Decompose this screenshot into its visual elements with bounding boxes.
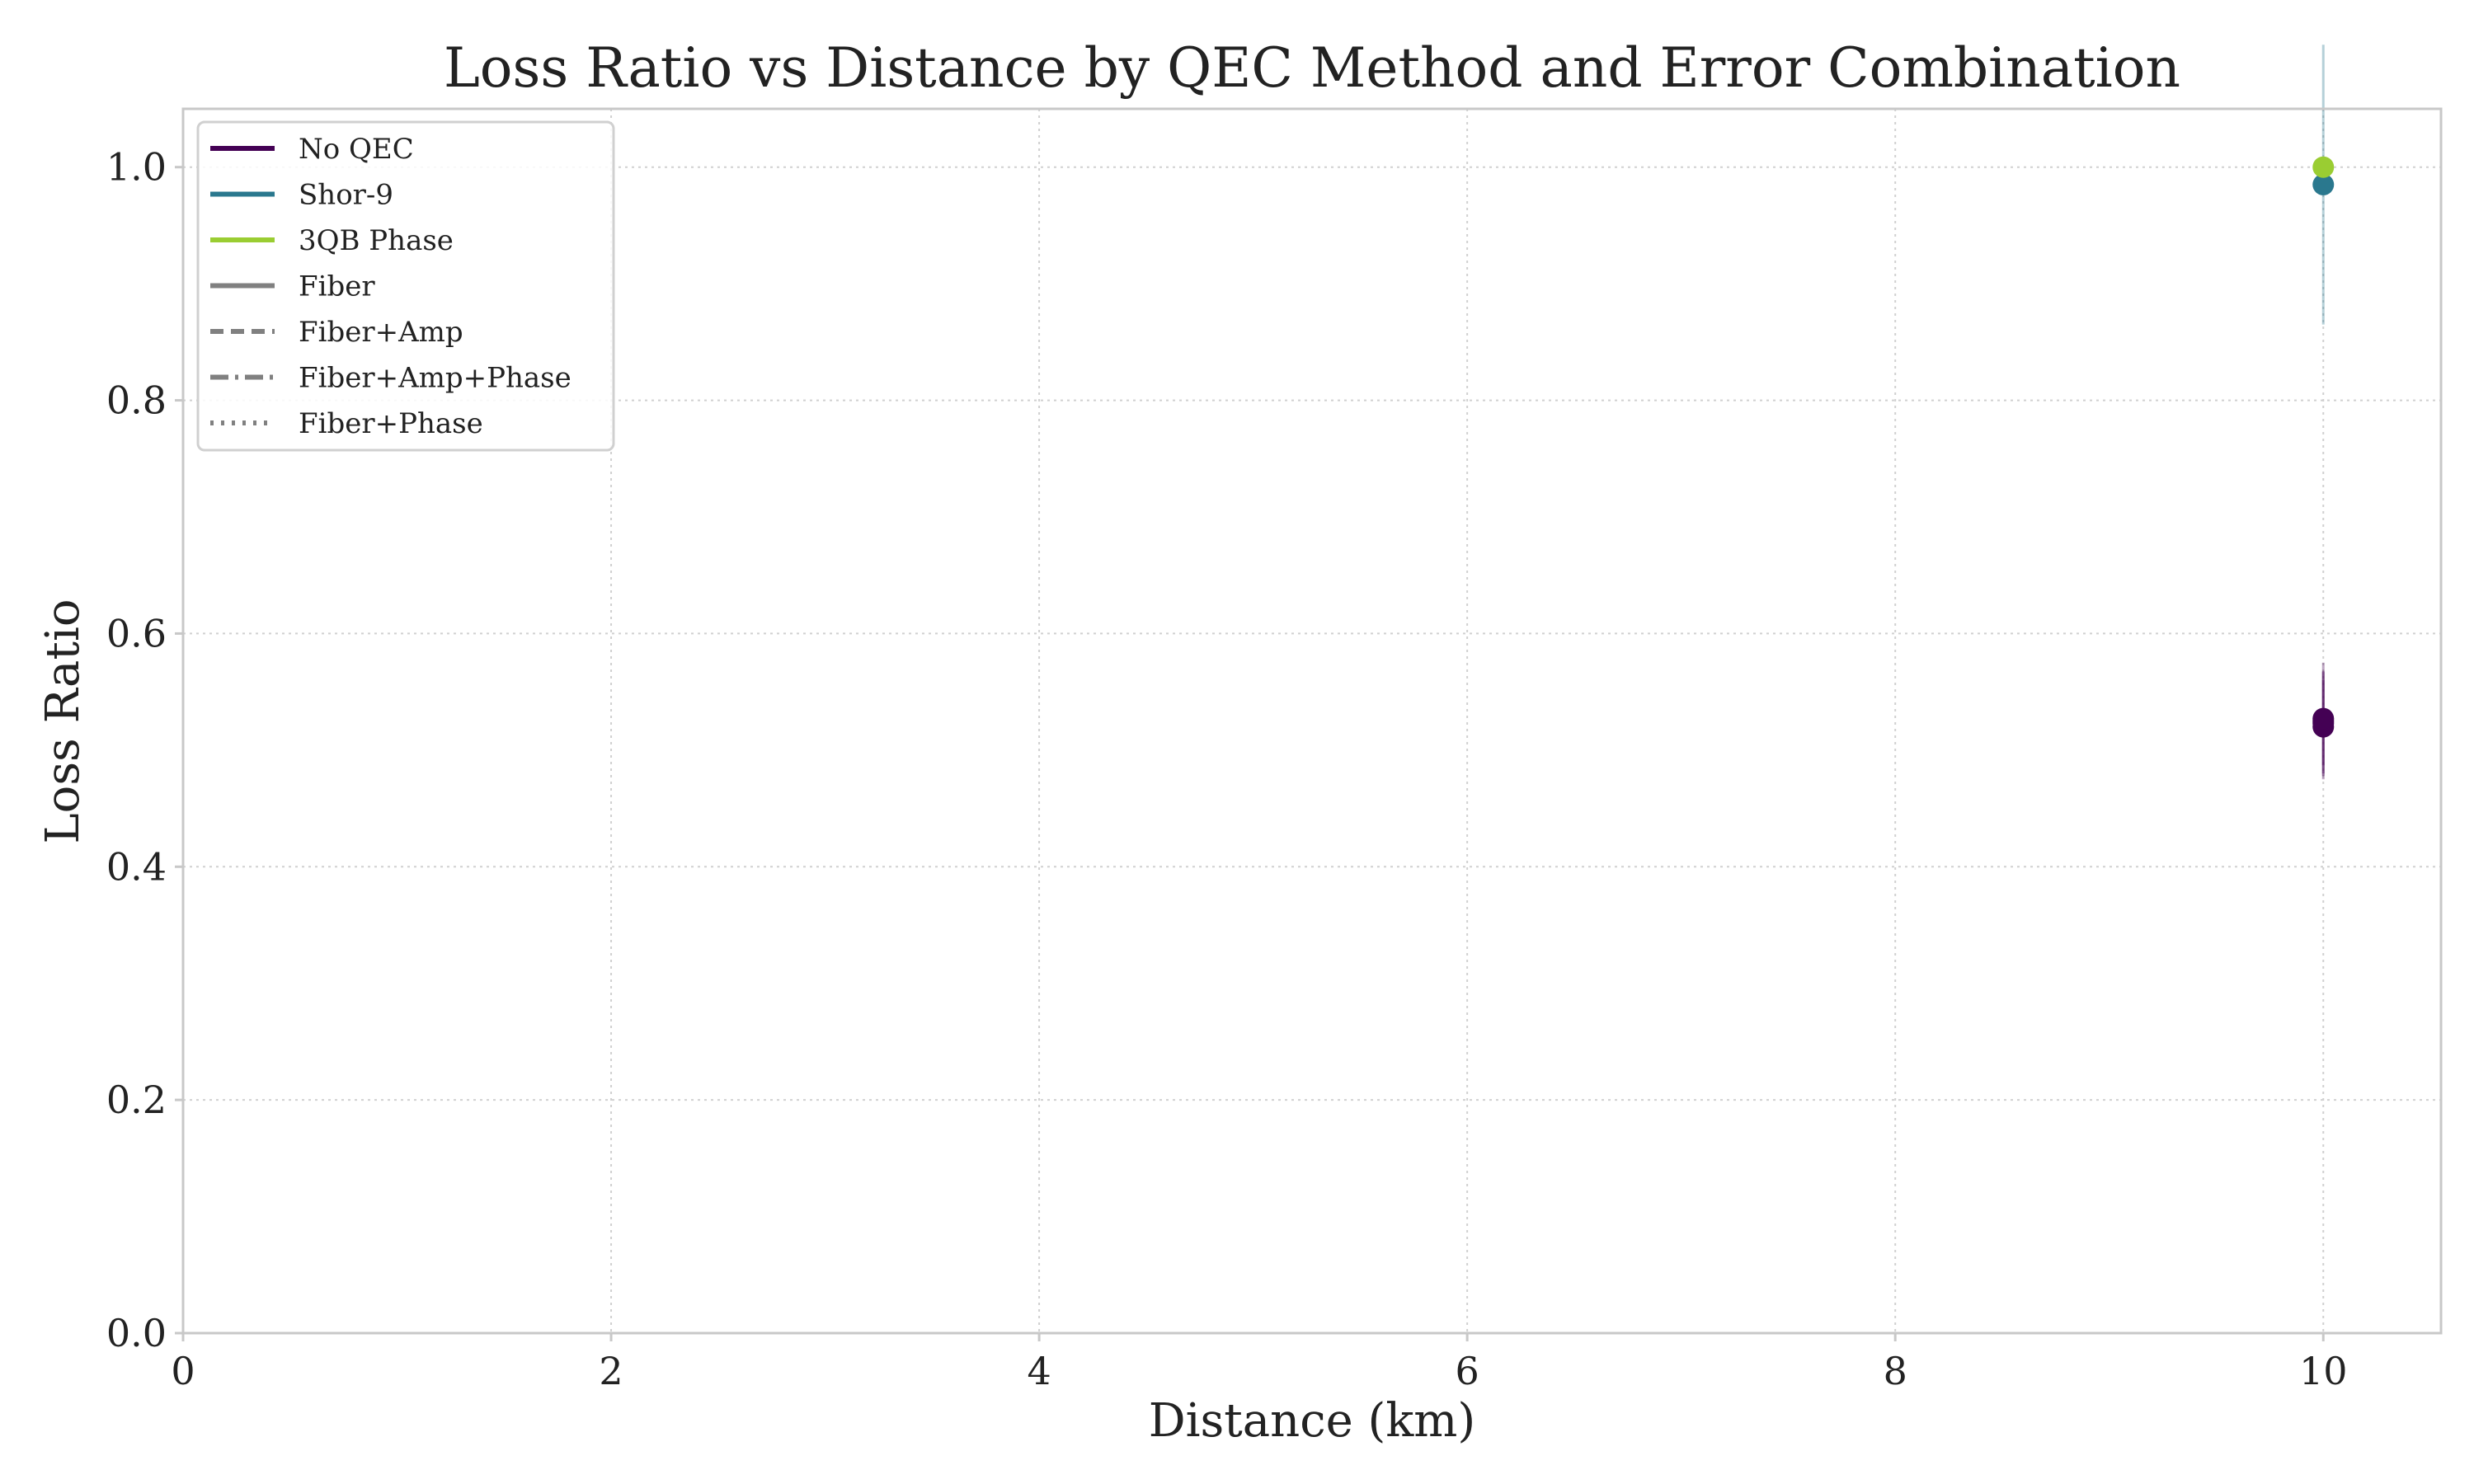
x-tick-label: 6	[1456, 1349, 1479, 1393]
plot-frame	[181, 107, 2443, 1335]
data-point	[2312, 156, 2335, 178]
y-tick-label: 0.2	[106, 1078, 167, 1122]
legend-label: No QEC	[299, 133, 414, 166]
x-axis-ticks: 0 2 4 6 8 10	[171, 1333, 2348, 1393]
chart-title: Loss Ratio vs Distance by QEC Method and…	[444, 36, 2180, 100]
data-points	[2312, 156, 2335, 738]
x-axis-label: Distance (km)	[1149, 1394, 1476, 1448]
legend-label: Fiber+Amp	[299, 316, 463, 349]
x-tick-label: 8	[1884, 1349, 1907, 1393]
legend-label: Fiber+Amp+Phase	[299, 362, 571, 395]
legend-label: Fiber	[299, 270, 375, 303]
y-axis-ticks: 0.0 0.2 0.4 0.6 0.8 1.0	[106, 145, 183, 1355]
data-point	[2312, 173, 2335, 195]
legend-box	[196, 120, 615, 452]
y-tick-label: 0.6	[106, 611, 167, 655]
legend-label: 3QB Phase	[299, 224, 454, 257]
legend: No QEC Shor-9 3QB Phase Fiber Fiber+Amp Fiber…	[196, 120, 615, 452]
legend-label: Shor-9	[299, 179, 393, 212]
x-tick-label: 2	[599, 1349, 623, 1393]
y-tick-label: 0.4	[106, 844, 167, 889]
data-point	[2312, 707, 2335, 730]
x-tick-label: 4	[1027, 1349, 1051, 1393]
x-tick-label: 0	[171, 1349, 195, 1393]
legend-label: Fiber+Phase	[299, 407, 483, 440]
x-tick-label: 10	[2299, 1349, 2348, 1393]
y-tick-label: 1.0	[106, 145, 167, 190]
y-tick-label: 0.0	[106, 1311, 167, 1355]
y-axis-label: Loss Ratio	[36, 599, 90, 843]
y-tick-label: 0.8	[106, 378, 167, 423]
